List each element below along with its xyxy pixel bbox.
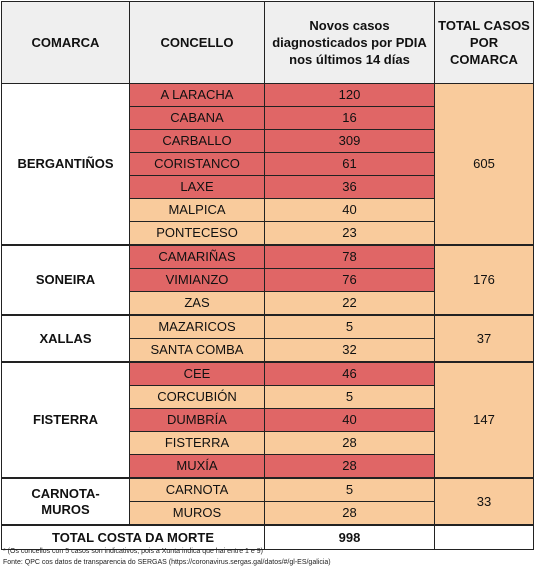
concello-name: SANTA COMBA: [129, 338, 265, 363]
new-cases-value: 40: [264, 198, 435, 222]
new-cases-value: 32: [264, 338, 435, 363]
table-row: VIMIANZO 76: [2, 268, 534, 292]
comarca-total: 33: [434, 477, 534, 526]
table-row: PONTECESO 23: [2, 221, 534, 246]
comarca-name: FISTERRA: [1, 361, 130, 479]
comarca-name: XALLAS: [1, 314, 130, 363]
concello-name: CARBALLO: [129, 129, 265, 153]
comarca-name: CARNOTA- MUROS: [1, 477, 130, 526]
table-row: CORCUBIÓN 5: [2, 385, 534, 409]
table-row: MALPICA 40: [2, 198, 534, 222]
table-row: DUMBRÍA 40: [2, 408, 534, 432]
grand-total-empty: [434, 524, 534, 550]
header-comarca: COMARCA: [1, 1, 130, 84]
table-row: CARBALLO 309: [2, 129, 534, 153]
header-new-cases: Novos casos diagnosticados por PDIA nos …: [264, 1, 435, 84]
table-row: BERGANTIÑOS A LARACHA 120 605: [1, 83, 534, 246]
comarca-name: BERGANTIÑOS: [1, 83, 130, 246]
comarca-total: 147: [434, 361, 534, 479]
new-cases-value: 61: [264, 152, 435, 176]
footnotes: * (Os concellos con 5 casos son indicati…: [3, 546, 331, 568]
concello-name: CARNOTA: [129, 477, 265, 502]
new-cases-value: 120: [264, 83, 435, 107]
table-row: MUROS 28: [2, 501, 534, 526]
table-row: FISTERRA CEE 46 147: [1, 361, 534, 479]
new-cases-value: 5: [264, 477, 435, 502]
new-cases-value: 78: [264, 244, 435, 269]
comarca-total: 37: [434, 314, 534, 363]
new-cases-value: 46: [264, 361, 435, 386]
new-cases-value: 16: [264, 106, 435, 130]
covid-cases-table: COMARCA CONCELLO Novos casos diagnostica…: [1, 1, 534, 550]
table-row: FISTERRA 28: [2, 431, 534, 455]
concello-name: DUMBRÍA: [129, 408, 265, 432]
new-cases-value: 22: [264, 291, 435, 316]
grand-total-label: TOTAL COSTA DA MORTE: [1, 524, 265, 550]
header-total-per-comarca: TOTAL CASOS POR COMARCA: [434, 1, 534, 84]
concello-name: FISTERRA: [129, 431, 265, 455]
comarca-total: 605: [434, 83, 534, 246]
concello-name: MALPICA: [129, 198, 265, 222]
concello-name: LAXE: [129, 175, 265, 199]
new-cases-value: 5: [264, 385, 435, 409]
comarca-total: 176: [434, 244, 534, 316]
table-row: SANTA COMBA 32: [2, 338, 534, 363]
header-concello: CONCELLO: [129, 1, 265, 84]
concello-name: CORCUBIÓN: [129, 385, 265, 409]
concello-name: MAZARICOS: [129, 314, 265, 339]
concello-name: VIMIANZO: [129, 268, 265, 292]
concello-name: CABANA: [129, 106, 265, 130]
concello-name: CORISTANCO: [129, 152, 265, 176]
new-cases-value: 28: [264, 431, 435, 455]
grand-total-value: 998: [264, 524, 435, 550]
footnote-asterisk: * (Os concellos con 5 casos son indicati…: [3, 548, 263, 555]
new-cases-value: 309: [264, 129, 435, 153]
concello-name: PONTECESO: [129, 221, 265, 246]
concello-name: CAMARIÑAS: [129, 244, 265, 269]
footnote-source: Fonte: QPC cos datos de transparencia do…: [3, 559, 331, 566]
new-cases-value: 36: [264, 175, 435, 199]
table-row: LAXE 36: [2, 175, 534, 199]
comarca-name: SONEIRA: [1, 244, 130, 316]
table-row: ZAS 22: [2, 291, 534, 316]
grand-total-row: TOTAL COSTA DA MORTE 998: [1, 524, 534, 550]
new-cases-value: 40: [264, 408, 435, 432]
header-row: COMARCA CONCELLO Novos casos diagnostica…: [1, 1, 534, 84]
concello-name: CEE: [129, 361, 265, 386]
concello-name: MUXÍA: [129, 454, 265, 479]
concello-name: ZAS: [129, 291, 265, 316]
table-row: CARNOTA- MUROS CARNOTA 5 33: [1, 477, 534, 526]
new-cases-value: 76: [264, 268, 435, 292]
new-cases-value: 28: [264, 454, 435, 479]
new-cases-value: 23: [264, 221, 435, 246]
concello-name: A LARACHA: [129, 83, 265, 107]
concello-name: MUROS: [129, 501, 265, 526]
table-row: SONEIRA CAMARIÑAS 78 176: [1, 244, 534, 316]
new-cases-value: 5: [264, 314, 435, 339]
new-cases-value: 28: [264, 501, 435, 526]
table-row: MUXÍA 28: [2, 454, 534, 479]
table-body: BERGANTIÑOS A LARACHA 120 605 CABANA 16 CARBAL…: [1, 83, 534, 526]
table-row: XALLAS MAZARICOS 5 37: [1, 314, 534, 363]
